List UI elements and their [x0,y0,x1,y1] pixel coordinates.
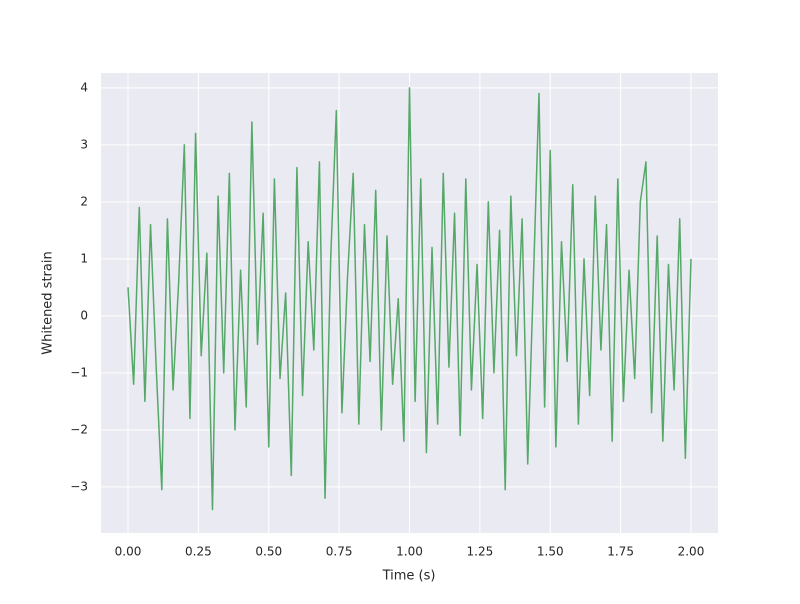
y-tick-label: 3 [80,137,88,151]
x-tick-label: 0.50 [255,545,282,559]
x-tick-label: 1.25 [467,545,494,559]
y-tick-label: 0 [80,308,88,322]
x-tick-label: 0.00 [115,545,142,559]
y-tick-label: −3 [70,479,88,493]
x-tick-label: 1.75 [607,545,634,559]
x-tick-label: 0.75 [326,545,353,559]
data-line [127,87,692,511]
y-tick-label: −2 [70,422,88,436]
x-tick-label: 2.00 [678,545,705,559]
x-tick-label: 1.50 [537,545,564,559]
y-tick-label: −1 [70,365,88,379]
y-axis-label: Whitened strain [41,251,56,354]
x-tick-label: 0.25 [185,545,212,559]
y-tick-label: 2 [80,194,88,208]
y-tick-label: 1 [80,251,88,265]
x-tick-label: 1.00 [396,545,423,559]
y-tick-label: 4 [80,80,88,94]
x-axis-label: Time (s) [382,569,436,584]
